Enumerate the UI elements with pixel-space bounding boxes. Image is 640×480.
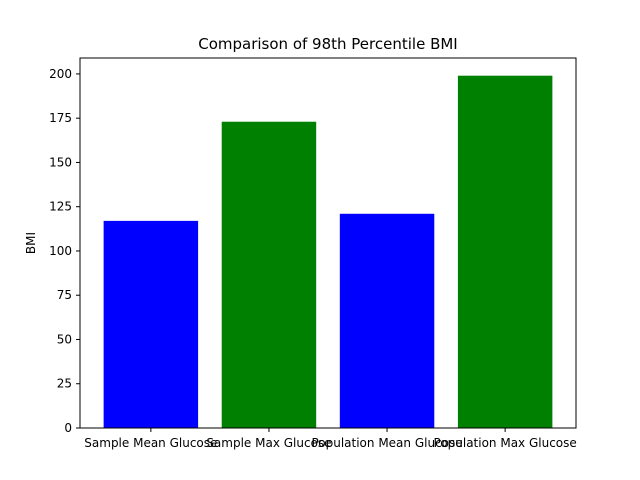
y-ticks-group: 0 25 50 75 100 125 150 175 200 (49, 67, 80, 435)
y-tick-label-7: 150 (49, 155, 72, 169)
y-tick-label-4: 75 (57, 288, 72, 302)
y-tick-label-9: 200 (49, 67, 72, 81)
plot-frame (79, 57, 577, 429)
x-tick-label-1: Sample Mean Glucose (84, 436, 217, 450)
x-tick-label-4: Population Max Glucose (433, 436, 576, 450)
y-tick-label-1: 0 (64, 421, 72, 435)
y-tick-label-5: 100 (49, 244, 72, 258)
x-tick-label-2: Sample Max Glucose (206, 436, 331, 450)
bar-4 (457, 75, 553, 429)
bars-group (103, 75, 553, 429)
x-tick-label-3: Population Mean Glucose (311, 436, 462, 450)
bar-2 (221, 121, 317, 428)
y-tick-label-8: 175 (49, 111, 72, 125)
y-tick-label-6: 125 (49, 200, 72, 214)
y-axis-label: BMI (24, 232, 38, 254)
bar-3 (339, 213, 435, 428)
chart-title: Comparison of 98th Percentile BMI (198, 35, 457, 53)
bar-1 (103, 220, 199, 428)
y-tick-label-2: 25 (57, 377, 72, 391)
y-tick-label-3: 50 (57, 332, 72, 346)
